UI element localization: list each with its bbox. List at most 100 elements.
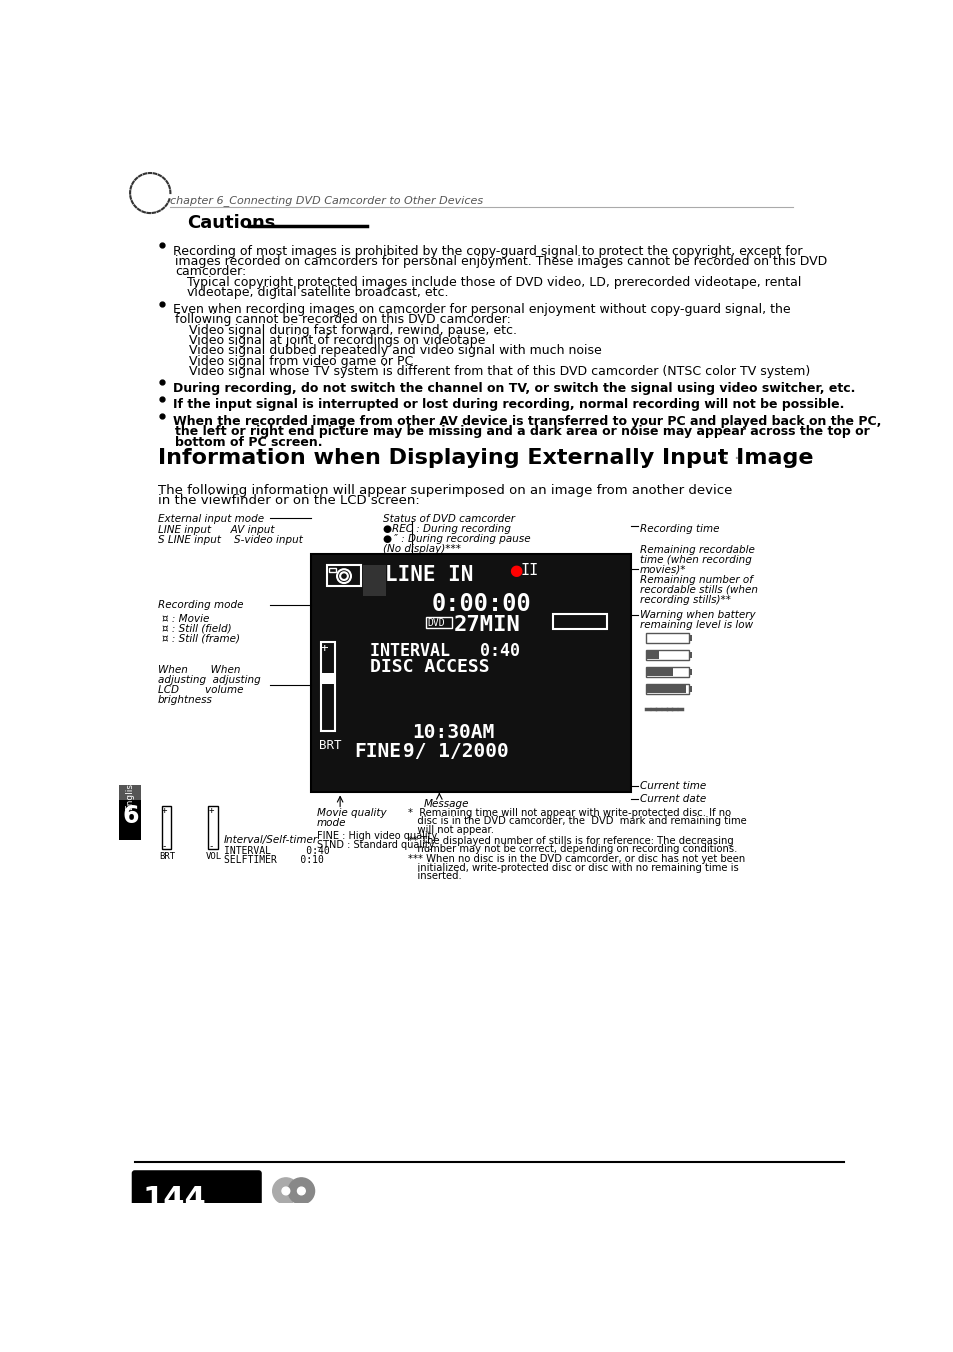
Text: ¤ : Still (field): ¤ : Still (field) bbox=[162, 623, 232, 634]
Bar bbox=[119, 784, 141, 814]
Bar bbox=[553, 614, 607, 629]
Circle shape bbox=[288, 1178, 314, 1205]
Text: · · ·: · · · bbox=[710, 450, 739, 468]
Bar bbox=[646, 650, 659, 660]
Text: *** When no disc is in the DVD camcorder, or disc has not yet been: *** When no disc is in the DVD camcorder… bbox=[407, 854, 744, 864]
Text: SELFTIMER    0:10: SELFTIMER 0:10 bbox=[224, 854, 323, 865]
Text: Recording time: Recording time bbox=[639, 523, 719, 534]
Text: Even when recording images on camcorder for personal enjoyment without copy-guar: Even when recording images on camcorder … bbox=[173, 303, 790, 316]
Text: Movie quality: Movie quality bbox=[316, 808, 386, 818]
Bar bbox=[645, 650, 688, 660]
Text: -: - bbox=[208, 842, 213, 852]
Text: Current date: Current date bbox=[639, 794, 705, 804]
Text: chapter 6_Connecting DVD Camcorder to Other Devices: chapter 6_Connecting DVD Camcorder to Ot… bbox=[170, 195, 482, 206]
Text: Warning when battery: Warning when battery bbox=[639, 610, 755, 621]
Text: Status of DVD camcorder: Status of DVD camcorder bbox=[382, 514, 515, 523]
Text: English: English bbox=[126, 777, 134, 810]
Text: Recording mode: Recording mode bbox=[158, 600, 243, 610]
Text: LCD        volume: LCD volume bbox=[158, 685, 243, 695]
Circle shape bbox=[282, 1187, 290, 1195]
Bar bbox=[208, 806, 217, 849]
Text: VOL: VOL bbox=[206, 852, 222, 861]
Text: During recording, do not switch the channel on TV, or switch the signal using vi: During recording, do not switch the chan… bbox=[173, 381, 855, 395]
Text: 9/ 1/2000: 9/ 1/2000 bbox=[402, 742, 508, 761]
Text: will not appear.: will not appear. bbox=[407, 825, 493, 834]
Text: remaining level is low: remaining level is low bbox=[639, 621, 752, 630]
Text: initialized, write-protected disc or disc with no remaining time is: initialized, write-protected disc or dis… bbox=[407, 863, 738, 872]
Circle shape bbox=[273, 1178, 298, 1205]
Text: camcorder:: camcorder: bbox=[174, 265, 246, 279]
Text: Cautions: Cautions bbox=[187, 214, 275, 231]
Text: DISC ACCESS: DISC ACCESS bbox=[369, 657, 489, 676]
Text: Video signal dubbed repeatedly and video signal with much noise: Video signal dubbed repeatedly and video… bbox=[189, 345, 601, 357]
Text: LINE IN: LINE IN bbox=[385, 565, 473, 585]
FancyBboxPatch shape bbox=[132, 1171, 261, 1207]
Text: BRT: BRT bbox=[159, 852, 175, 861]
Text: 144: 144 bbox=[142, 1184, 206, 1214]
Circle shape bbox=[297, 1187, 305, 1195]
Text: FINE : High video quality: FINE : High video quality bbox=[316, 831, 436, 841]
Text: -: - bbox=[320, 725, 328, 738]
Text: time (when recording: time (when recording bbox=[639, 554, 751, 565]
Text: 6: 6 bbox=[122, 803, 139, 827]
Text: adjusting  adjusting: adjusting adjusting bbox=[158, 676, 260, 685]
Bar bbox=[327, 565, 360, 587]
Text: recordable stills (when: recordable stills (when bbox=[639, 584, 758, 595]
Text: +: + bbox=[162, 806, 167, 815]
Text: Video signal at joint of recordings on videotape: Video signal at joint of recordings on v… bbox=[189, 334, 485, 347]
Bar bbox=[311, 554, 630, 792]
Bar bbox=[426, 617, 452, 627]
Text: +: + bbox=[208, 806, 213, 815]
Text: S LINE input    S-video input: S LINE input S-video input bbox=[158, 534, 302, 545]
Text: images recorded on camcorders for personal enjoyment. These images cannot be rec: images recorded on camcorders for person… bbox=[174, 256, 826, 268]
Bar bbox=[688, 687, 691, 692]
Text: Video signal during fast forward, rewind, pause, etc.: Video signal during fast forward, rewind… bbox=[189, 323, 517, 337]
Text: ¤ : Movie: ¤ : Movie bbox=[162, 614, 209, 623]
Text: number may not be correct, depending on recording conditions.: number may not be correct, depending on … bbox=[407, 844, 736, 854]
Text: INTERVAL   0:40: INTERVAL 0:40 bbox=[369, 642, 519, 660]
Bar bbox=[645, 667, 688, 677]
Text: The following information will appear superimposed on an image from another devi: The following information will appear su… bbox=[158, 484, 732, 496]
Text: disc is in the DVD camcorder, the  DVD  mark and remaining time: disc is in the DVD camcorder, the DVD ma… bbox=[407, 817, 745, 826]
Text: Message: Message bbox=[423, 799, 469, 808]
Text: Information when Displaying Externally Input Image: Information when Displaying Externally I… bbox=[158, 448, 813, 468]
Text: (No display)***: (No display)*** bbox=[382, 544, 460, 554]
Text: bottom of PC screen.: bottom of PC screen. bbox=[174, 435, 322, 449]
Text: Video signal from video game or PC: Video signal from video game or PC bbox=[189, 354, 413, 368]
Text: Current time: Current time bbox=[639, 781, 705, 791]
Text: ¤ : Still (frame): ¤ : Still (frame) bbox=[162, 634, 239, 644]
Bar bbox=[688, 635, 691, 641]
Text: brightness: brightness bbox=[158, 695, 213, 706]
Bar bbox=[320, 642, 335, 731]
Text: inserted.: inserted. bbox=[407, 871, 461, 882]
Text: -: - bbox=[162, 842, 167, 852]
Text: Interval/Self-timer: Interval/Self-timer bbox=[224, 834, 317, 845]
Text: Remaining number of: Remaining number of bbox=[639, 575, 752, 584]
Text: videotape, digital satellite broadcast, etc.: videotape, digital satellite broadcast, … bbox=[187, 287, 448, 299]
Text: *  Remaining time will not appear with write-protected disc. If no: * Remaining time will not appear with wr… bbox=[407, 808, 730, 818]
Text: ●: ● bbox=[509, 562, 522, 579]
Text: When       When: When When bbox=[158, 665, 240, 676]
Text: Remaining recordable: Remaining recordable bbox=[639, 545, 754, 554]
Text: recording stills)**: recording stills)** bbox=[639, 595, 730, 604]
Text: LINE input      AV input: LINE input AV input bbox=[158, 525, 274, 534]
Text: 0:00:00: 0:00:00 bbox=[431, 592, 531, 617]
Bar bbox=[645, 684, 688, 694]
Text: Typical copyright protected images include those of DVD video, LD, prerecorded v: Typical copyright protected images inclu… bbox=[187, 276, 801, 289]
Text: FINE: FINE bbox=[354, 742, 400, 761]
Text: External input mode: External input mode bbox=[158, 514, 264, 523]
Text: +: + bbox=[320, 642, 328, 656]
Bar bbox=[645, 633, 688, 644]
Text: If the input signal is interrupted or lost during recording, normal recording wi: If the input signal is interrupted or lo… bbox=[173, 399, 844, 411]
Bar bbox=[688, 653, 691, 657]
Text: following cannot be recorded on this DVD camcorder:: following cannot be recorded on this DVD… bbox=[174, 314, 511, 326]
Text: mode: mode bbox=[316, 818, 346, 827]
Text: Video signal whose TV system is different from that of this DVD camcorder (NTSC : Video signal whose TV system is differen… bbox=[189, 365, 809, 379]
Text: ● ″ : During recording pause: ● ″ : During recording pause bbox=[382, 534, 530, 544]
Text: Recording of most images is prohibited by the copy-guard signal to protect the c: Recording of most images is prohibited b… bbox=[173, 245, 802, 258]
Text: DVD: DVD bbox=[427, 618, 445, 627]
Bar bbox=[688, 669, 691, 675]
Bar bbox=[162, 806, 171, 849]
Text: INTERVAL      0:40: INTERVAL 0:40 bbox=[224, 845, 330, 856]
Bar bbox=[646, 668, 672, 676]
